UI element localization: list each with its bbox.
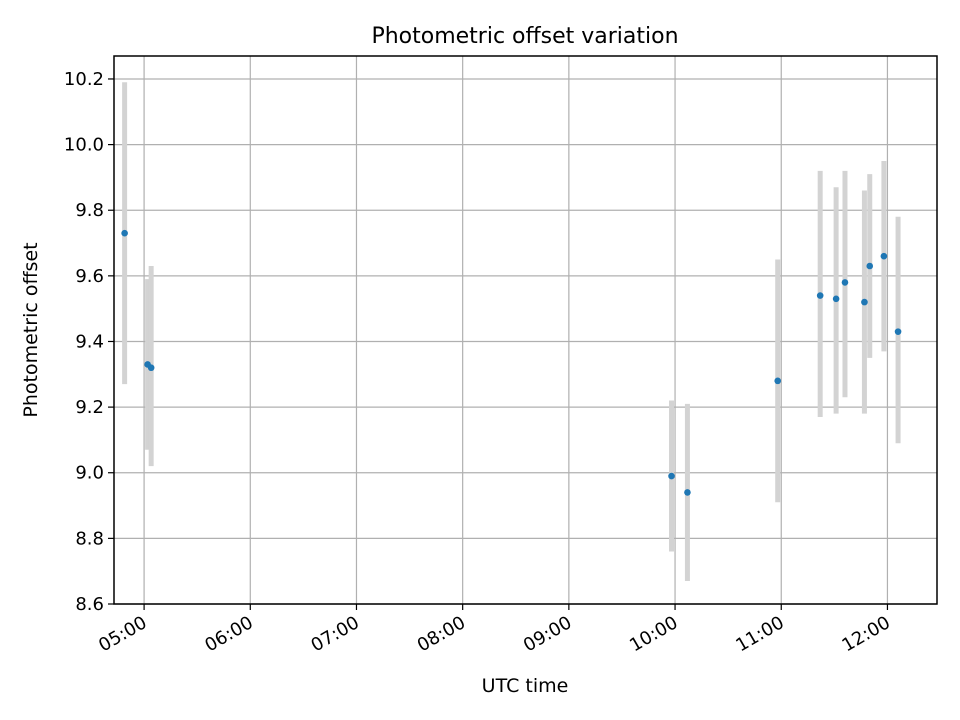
y-tick-label: 9.6 bbox=[75, 266, 104, 287]
data-point bbox=[880, 252, 888, 260]
data-point bbox=[894, 328, 902, 335]
data-point bbox=[668, 472, 675, 480]
y-axis-label: Photometric offset bbox=[20, 242, 42, 417]
data-point bbox=[816, 292, 824, 299]
y-axis-ticks: 8.6 8.8 9.0 9.2 9.4 9.6 9.8 10.0 10.2 bbox=[64, 69, 114, 615]
y-tick-label: 9.0 bbox=[75, 463, 104, 484]
data-point bbox=[121, 229, 128, 237]
data-point bbox=[684, 489, 691, 496]
y-tick-label: 10.0 bbox=[64, 135, 104, 156]
y-tick-label: 9.8 bbox=[75, 200, 104, 221]
data-point bbox=[841, 279, 849, 286]
y-tick-label: 8.6 bbox=[75, 594, 104, 615]
data-point bbox=[832, 295, 840, 303]
data-point bbox=[147, 364, 155, 372]
y-tick-label: 8.8 bbox=[75, 528, 104, 549]
data-point bbox=[861, 298, 868, 306]
y-tick-label: 9.4 bbox=[75, 331, 104, 352]
data-point bbox=[774, 377, 782, 385]
y-tick-label: 9.2 bbox=[75, 397, 104, 418]
chart-title: Photometric offset variation bbox=[371, 24, 678, 49]
plot-frame bbox=[113, 55, 938, 605]
data-points bbox=[121, 229, 902, 496]
y-tick-label: 10.2 bbox=[64, 69, 104, 90]
data-point bbox=[866, 262, 874, 270]
x-axis-label: UTC time bbox=[482, 675, 569, 697]
